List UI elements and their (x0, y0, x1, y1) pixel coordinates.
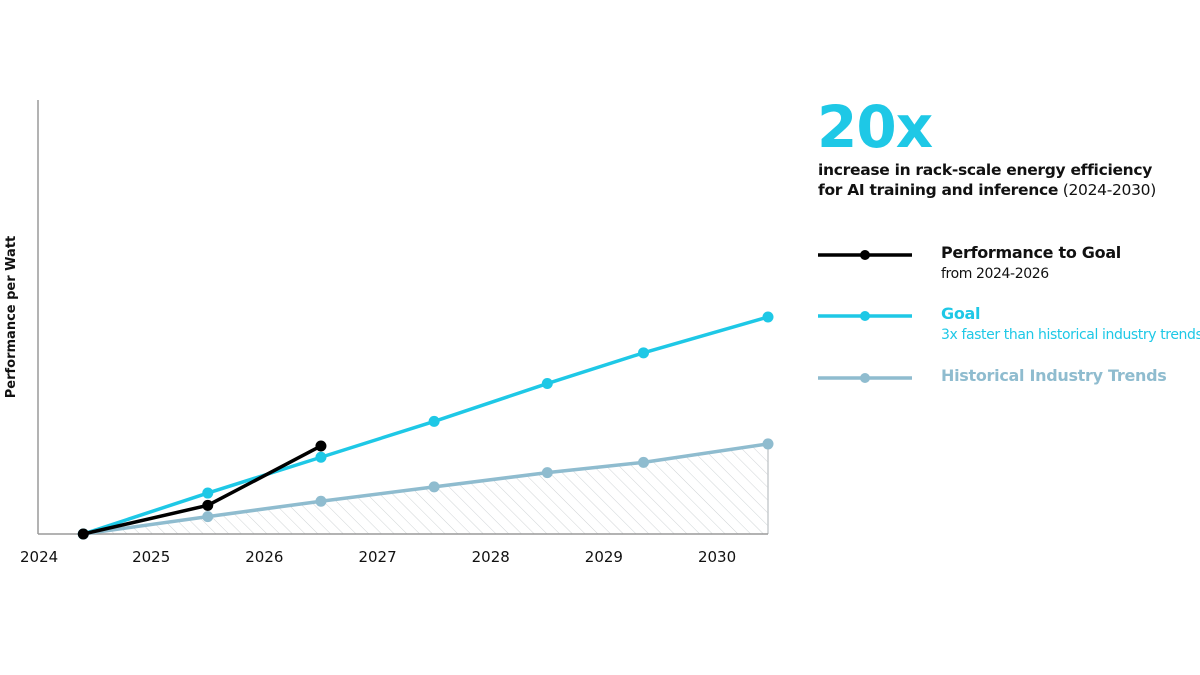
x-tick-label-2027: 2027 (358, 548, 396, 566)
legend-title-performance: Performance to Goal (941, 243, 1121, 262)
goal-point-6 (762, 311, 774, 323)
y-axis-label: Performance per Watt (4, 236, 19, 399)
performance-point-1 (202, 499, 214, 511)
x-tick-label-2025: 2025 (132, 548, 170, 566)
historical-point-1 (202, 511, 214, 523)
legend-subtitle-performance: from 2024-2026 (941, 266, 1049, 282)
x-tick-label-2028: 2028 (472, 548, 510, 566)
historical-point-4 (541, 467, 553, 479)
x-tick-label-2024: 2024 (20, 548, 58, 566)
legend-subtitle-goal: 3x faster than historical industry trend… (941, 327, 1200, 343)
headline-value: 20x (817, 93, 933, 161)
legend-title-goal: Goal (941, 304, 981, 323)
historical-point-5 (638, 456, 650, 468)
historical-point-3 (428, 481, 440, 493)
goal-point-2 (315, 451, 327, 463)
performance-point-0 (77, 528, 89, 540)
headline-line-2-bold: for AI training and inference (818, 181, 1059, 199)
historical-point-2 (315, 495, 327, 507)
goal-point-3 (428, 415, 440, 427)
x-tick-label-2030: 2030 (698, 548, 736, 566)
headline-line-1: increase in rack-scale energy efficiency (818, 161, 1153, 179)
x-tick-label-2029: 2029 (585, 548, 623, 566)
x-tick-label-2026: 2026 (245, 548, 283, 566)
historical-point-6 (762, 438, 774, 450)
goal-point-5 (638, 347, 650, 359)
performance-point-2 (315, 440, 327, 452)
legend-swatch-historical (818, 373, 912, 383)
headline-line-2: for AI training and inference (2024-2030… (818, 180, 1156, 200)
legend-title-historical: Historical Industry Trends (941, 366, 1167, 385)
headline-description: increase in rack-scale energy efficiency… (818, 160, 1156, 200)
goal-point-4 (541, 378, 553, 390)
headline-line-2-rest: (2024-2030) (1058, 181, 1157, 199)
legend-swatch-performance (818, 250, 912, 260)
legend-swatch-goal (818, 311, 912, 321)
goal-point-1 (202, 487, 214, 499)
